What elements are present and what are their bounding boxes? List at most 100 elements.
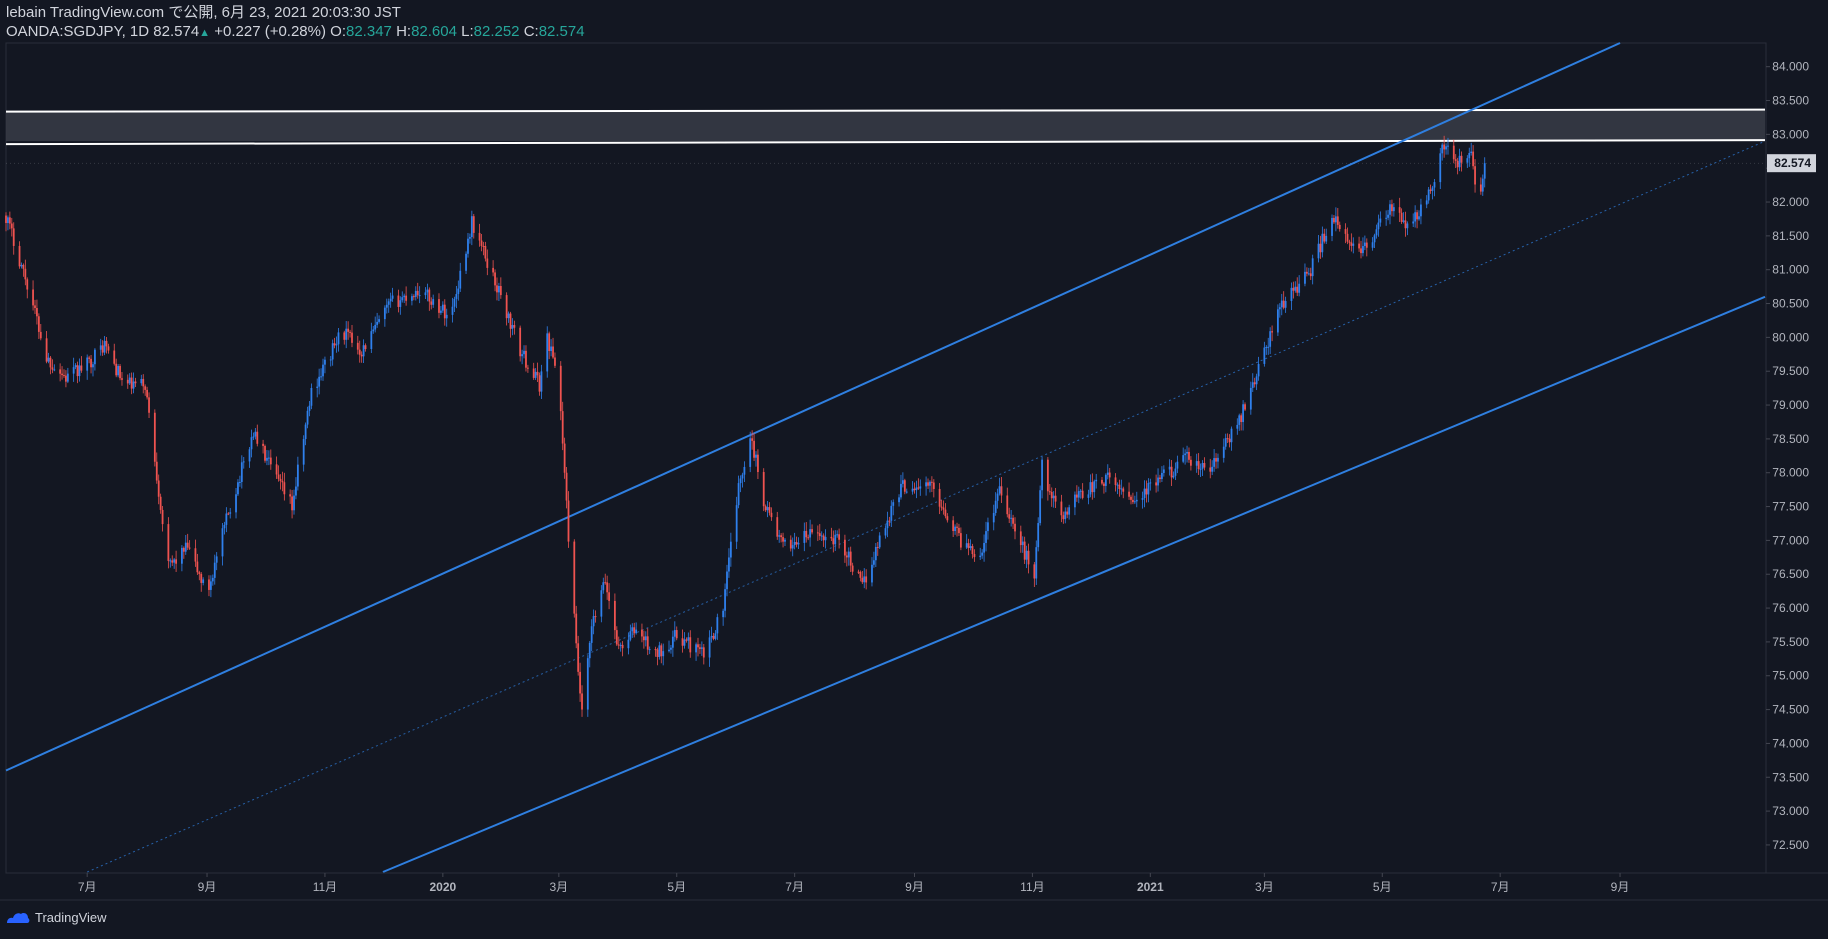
candle-body — [1238, 415, 1241, 425]
candle-body — [1452, 145, 1455, 160]
candle-body — [1068, 507, 1071, 515]
candle-body — [130, 377, 133, 389]
candle-body — [586, 658, 589, 710]
resistance-line-bottom — [5, 139, 1766, 146]
candle-body — [391, 295, 394, 299]
chart-annotations[interactable] — [5, 42, 1766, 873]
candle-body — [1483, 163, 1486, 179]
candle-body — [782, 537, 784, 542]
candle-body — [94, 349, 96, 365]
candle-body — [985, 531, 987, 543]
candle-body — [1379, 218, 1382, 223]
candle-body — [548, 333, 551, 351]
candle-body — [1184, 453, 1187, 456]
candle-body — [577, 643, 580, 672]
symbol-info: OANDA:SGDJPY, 1D 82.574▲ +0.227 (+0.28%)… — [6, 22, 585, 43]
candle-body — [1458, 155, 1461, 168]
candle-body — [768, 507, 771, 513]
candle-body — [789, 539, 792, 549]
candle-body — [196, 561, 199, 573]
candle-body — [5, 215, 7, 224]
candle-body — [88, 357, 91, 359]
candle-body — [820, 535, 823, 537]
candle-body — [697, 644, 699, 648]
candle-body — [482, 245, 485, 247]
publish-info: lebain TradingView.com で公開, 6月 23, 2021 … — [6, 4, 401, 21]
candle-body — [987, 522, 989, 532]
candle-body — [1182, 455, 1185, 462]
candle-body — [929, 481, 931, 486]
candle-body — [1400, 212, 1403, 222]
candle-body — [1074, 494, 1076, 508]
candle-body — [633, 627, 636, 634]
y-tick-label: 73.000 — [1772, 804, 1809, 818]
candle-body — [412, 296, 415, 298]
candle-body — [10, 223, 13, 229]
x-tick-label: 11月 — [1020, 880, 1044, 894]
candle-body — [113, 350, 116, 364]
candle-body — [148, 397, 150, 413]
high-label: H: — [396, 23, 412, 40]
candle-body — [26, 279, 29, 290]
candle-body — [1371, 242, 1374, 248]
candle-body — [374, 324, 377, 330]
candle-body — [1290, 287, 1293, 302]
candle-body — [944, 509, 947, 517]
candle-body — [527, 367, 529, 369]
candle-body — [1143, 488, 1146, 499]
brand-name: TradingView — [35, 910, 107, 925]
candle-body — [1360, 248, 1362, 254]
candle-body — [37, 316, 40, 332]
candle-body — [550, 346, 552, 351]
candle-body — [1433, 182, 1436, 188]
candle-body — [1418, 216, 1420, 220]
candle-body — [642, 636, 645, 641]
candle-body — [1325, 235, 1328, 242]
candle-body — [946, 516, 949, 521]
channel-lower-line — [382, 295, 1766, 873]
candle-body — [1108, 472, 1111, 478]
candle-body — [426, 289, 429, 293]
candle-body — [333, 343, 336, 346]
candle-body — [186, 542, 189, 548]
up-arrow-icon: ▲ — [199, 27, 211, 39]
candle-body — [1106, 472, 1109, 475]
candle-body — [996, 493, 999, 501]
candle-body — [1404, 220, 1407, 229]
candle-body — [8, 217, 11, 224]
candle-body — [387, 301, 390, 305]
channel-upper-line — [5, 42, 1621, 772]
candle-body — [78, 365, 81, 377]
candle-body — [275, 464, 278, 475]
candle-body — [1157, 477, 1159, 486]
candle-body — [631, 627, 634, 632]
candle-body — [438, 299, 440, 313]
candle-body — [181, 547, 183, 564]
candle-body — [1021, 541, 1024, 546]
y-tick-label: 77.000 — [1772, 533, 1809, 547]
x-tick-label: 9月 — [1611, 880, 1630, 894]
candle-body — [1445, 146, 1447, 150]
candle-body — [702, 647, 705, 658]
candle-body — [689, 637, 692, 653]
candle-body — [295, 486, 297, 496]
candle-body — [565, 472, 568, 501]
candle-body — [1251, 382, 1254, 388]
candle-body — [1443, 144, 1446, 150]
candle-body — [291, 496, 293, 511]
candle-body — [1348, 241, 1351, 243]
candle-body — [1470, 151, 1473, 154]
candle-body — [329, 359, 332, 361]
candle-body — [65, 375, 67, 382]
candle-body — [1346, 233, 1349, 242]
candle-body — [53, 369, 56, 371]
candle-body — [575, 613, 578, 644]
candle-body — [805, 530, 808, 538]
candle-body — [1188, 451, 1190, 460]
candle-body — [304, 424, 307, 440]
candle-body — [1412, 221, 1415, 224]
candle-body — [521, 354, 524, 357]
y-tick-label: 75.500 — [1772, 635, 1809, 649]
candle-body — [293, 495, 295, 511]
